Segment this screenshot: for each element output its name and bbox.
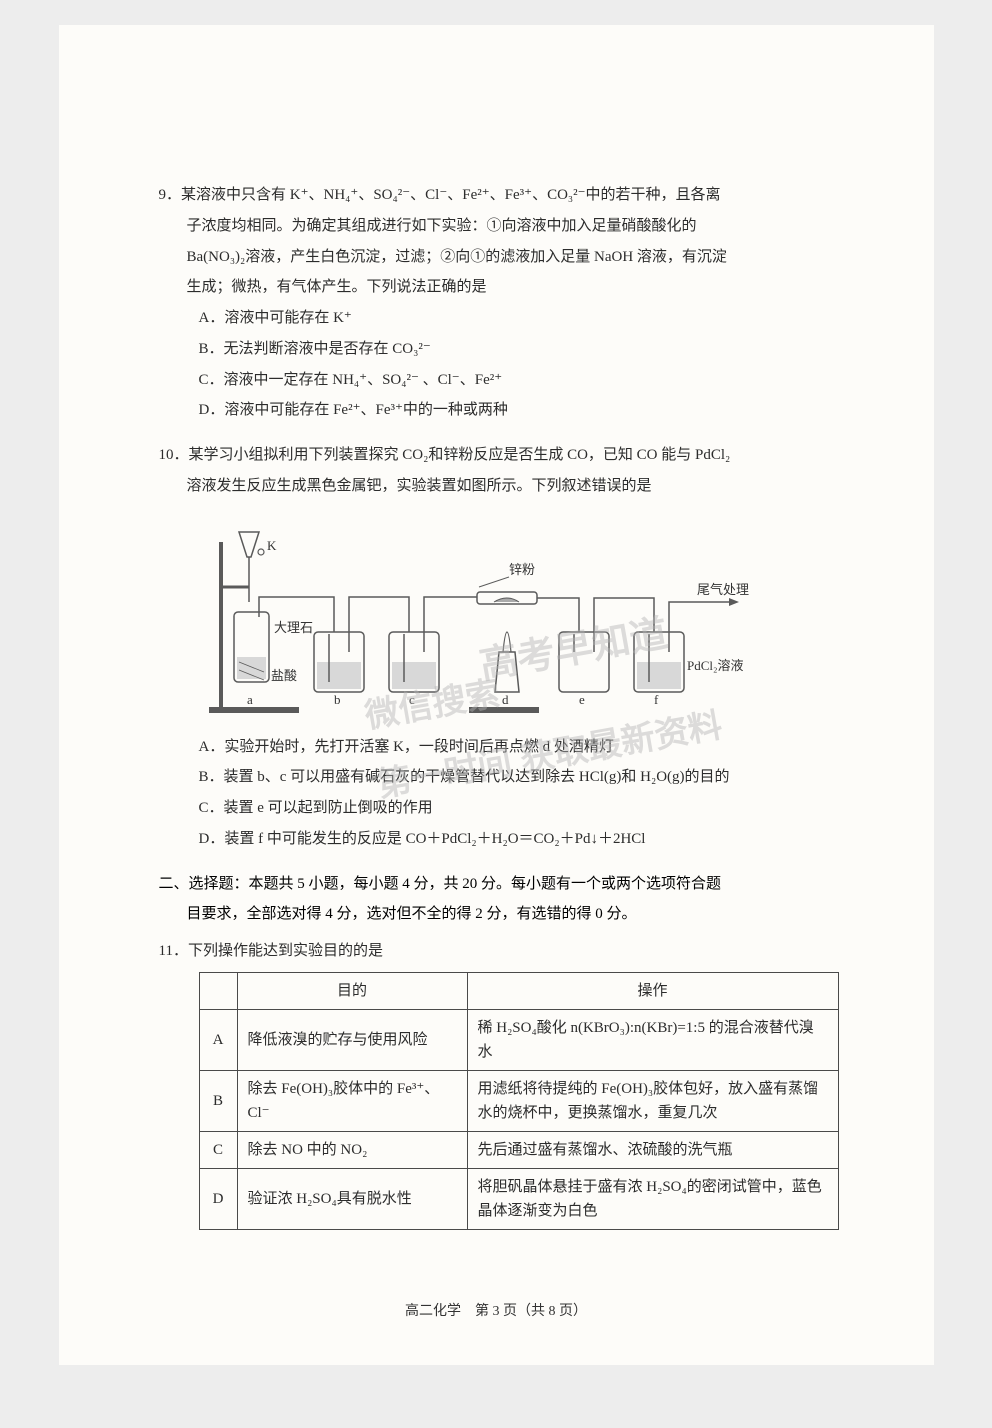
label-hcl: 盐酸 — [271, 668, 297, 683]
row-d-label: D — [199, 1168, 237, 1229]
row-c-operation: 先后通过盛有蒸馏水、浓硫酸的洗气瓶 — [467, 1131, 838, 1168]
q10-option-a: A．实验开始时，先打开活塞 K，一段时间后再点燃 d 处酒精灯 — [199, 732, 834, 763]
table-header-row: 目的 操作 — [199, 972, 838, 1009]
q9-stem-line3: Ba(NO₃)₂溶液，产生白色沉淀，过滤；②向①的滤液加入足量 NaOH 溶液，… — [187, 242, 834, 273]
question-11: 11．下列操作能达到实验目的的是 目的 操作 A 降低液溴的贮存与使用风险 稀 … — [159, 936, 834, 1230]
row-a-operation: 稀 H₂SO₄酸化 n(KBrO₃):n(KBr)=1:5 的混合液替代溴水 — [467, 1009, 838, 1070]
page-container: 9．某溶液中只含有 K⁺、NH₄⁺、SO₄²⁻、Cl⁻、Fe²⁺、Fe³⁺、CO… — [59, 25, 934, 1365]
header-operation: 操作 — [467, 972, 838, 1009]
label-marble: 大理石 — [274, 620, 313, 635]
row-c-label: C — [199, 1131, 237, 1168]
row-b-label: B — [199, 1070, 237, 1131]
table-row-c: C 除去 NO 中的 NO₂ 先后通过盛有蒸馏水、浓硫酸的洗气瓶 — [199, 1131, 838, 1168]
q10-number: 10． — [159, 447, 189, 463]
label-pdcl2: PdCl₂溶液 — [687, 658, 744, 673]
label-exhaust: 尾气处理 — [697, 582, 749, 597]
label-e: e — [579, 692, 585, 707]
q11-stem: 11．下列操作能达到实验目的的是 — [159, 936, 834, 967]
q10-stem-line2: 溶液发生反应生成黑色金属钯，实验装置如图所示。下列叙述错误的是 — [187, 471, 834, 502]
label-b: b — [334, 692, 341, 707]
diagram-svg: K 大理石 盐酸 a b — [199, 512, 759, 722]
q10-stem-line1: 10．某学习小组拟利用下列装置探究 CO₂和锌粉反应是否生成 CO，已知 CO … — [159, 440, 834, 471]
section-2-header: 二、选择题：本题共 5 小题，每小题 4 分，共 20 分。每小题有一个或两个选… — [159, 869, 834, 931]
experiment-diagram: K 大理石 盐酸 a b — [199, 512, 759, 722]
q9-option-b: B．无法判断溶液中是否存在 CO₃²⁻ — [199, 334, 834, 365]
label-a: a — [247, 692, 253, 707]
header-purpose: 目的 — [237, 972, 467, 1009]
q9-option-c: C．溶液中一定存在 NH₄⁺、SO₄²⁻ 、Cl⁻、Fe²⁺ — [199, 365, 834, 396]
q9-stem-line2: 子浓度均相同。为确定其组成进行如下实验：①向溶液中加入足量硝酸酸化的 — [187, 211, 834, 242]
question-9: 9．某溶液中只含有 K⁺、NH₄⁺、SO₄²⁻、Cl⁻、Fe²⁺、Fe³⁺、CO… — [159, 180, 834, 426]
question-10: 10．某学习小组拟利用下列装置探究 CO₂和锌粉反应是否生成 CO，已知 CO … — [159, 440, 834, 855]
label-d: d — [502, 692, 509, 707]
table-row-d: D 验证浓 H₂SO₄具有脱水性 将胆矾晶体悬挂于盛有浓 H₂SO₄的密闭试管中… — [199, 1168, 838, 1229]
q9-number: 9． — [159, 187, 182, 203]
table-row-a: A 降低液溴的贮存与使用风险 稀 H₂SO₄酸化 n(KBrO₃):n(KBr)… — [199, 1009, 838, 1070]
label-f: f — [654, 692, 659, 707]
page-footer: 高二化学 第 3 页（共 8 页） — [59, 1300, 934, 1320]
row-d-operation: 将胆矾晶体悬挂于盛有浓 H₂SO₄的密闭试管中，蓝色晶体逐渐变为白色 — [467, 1168, 838, 1229]
svg-text:K: K — [267, 538, 277, 553]
row-b-purpose: 除去 Fe(OH)₃胶体中的 Fe³⁺、Cl⁻ — [237, 1070, 467, 1131]
q10-option-d: D．装置 f 中可能发生的反应是 CO＋PdCl₂＋H₂O＝CO₂＋Pd↓＋2H… — [199, 824, 834, 855]
row-a-purpose: 降低液溴的贮存与使用风险 — [237, 1009, 467, 1070]
q9-option-d: D．溶液中可能存在 Fe²⁺、Fe³⁺中的一种或两种 — [199, 395, 834, 426]
row-a-label: A — [199, 1009, 237, 1070]
table-row-b: B 除去 Fe(OH)₃胶体中的 Fe³⁺、Cl⁻ 用滤纸将待提纯的 Fe(OH… — [199, 1070, 838, 1131]
q10-option-c: C．装置 e 可以起到防止倒吸的作用 — [199, 793, 834, 824]
label-zinc: 锌粉 — [509, 562, 535, 577]
q11-table: 目的 操作 A 降低液溴的贮存与使用风险 稀 H₂SO₄酸化 n(KBrO₃):… — [199, 972, 839, 1230]
row-b-operation: 用滤纸将待提纯的 Fe(OH)₃胶体包好，放入盛有蒸馏水的烧杯中，更换蒸馏水，重… — [467, 1070, 838, 1131]
q9-stem-line1: 9．某溶液中只含有 K⁺、NH₄⁺、SO₄²⁻、Cl⁻、Fe²⁺、Fe³⁺、CO… — [159, 180, 834, 211]
row-d-purpose: 验证浓 H₂SO₄具有脱水性 — [237, 1168, 467, 1229]
q9-option-a: A．溶液中可能存在 K⁺ — [199, 303, 834, 334]
label-c: c — [409, 692, 415, 707]
q10-option-b: B．装置 b、c 可以用盛有碱石灰的干燥管替代以达到除去 HCl(g)和 H₂O… — [199, 762, 834, 793]
row-c-purpose: 除去 NO 中的 NO₂ — [237, 1131, 467, 1168]
q9-stem-line4: 生成；微热，有气体产生。下列说法正确的是 — [187, 272, 834, 303]
